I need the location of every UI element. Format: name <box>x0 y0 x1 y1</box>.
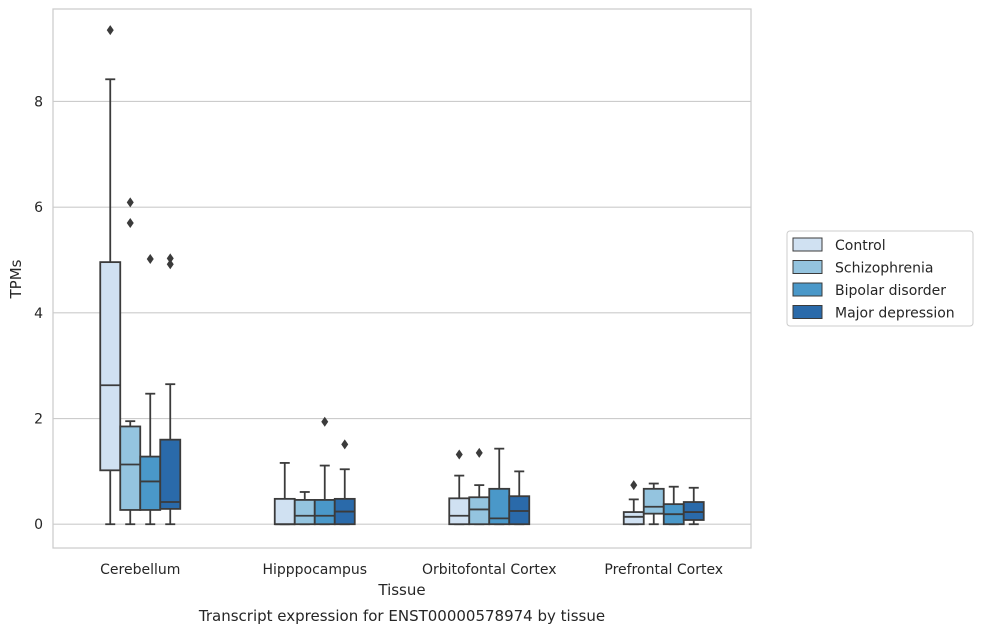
box-iqr <box>622 511 645 526</box>
box-iqr <box>139 455 162 511</box>
box-iqr <box>642 487 665 515</box>
box-schizophrenia <box>468 447 491 526</box>
box-iqr <box>99 261 122 472</box>
legend-frame <box>786 230 974 327</box>
y-tick-label: 0 <box>34 517 43 533</box>
plot-frame <box>52 8 752 549</box>
box-bipolar-disorder <box>139 253 162 526</box>
legend-swatch <box>792 305 823 319</box>
legend: Control Schizophrenia Bipolar disorder Majo… <box>786 230 974 327</box>
box-iqr <box>682 501 705 521</box>
outlier-point <box>321 416 329 427</box>
outlier-point <box>475 447 483 458</box>
y-tick-label: 6 <box>34 200 43 216</box>
box-major-depression <box>682 486 705 526</box>
x-tick-label: Hipppocampus <box>262 562 367 578</box>
box-iqr <box>293 499 316 526</box>
box-schizophrenia <box>293 491 316 526</box>
box-schizophrenia <box>642 482 665 526</box>
box-major-depression <box>333 439 356 526</box>
outlier-point <box>630 480 638 491</box>
box-control <box>622 480 645 526</box>
box-iqr <box>273 497 296 526</box>
x-tick-label: Orbitofontal Cortex <box>422 562 557 578</box>
legend-swatch <box>792 237 823 252</box>
outlier-point <box>455 449 463 460</box>
box-major-depression <box>508 470 531 526</box>
x-tick-label: Prefrontal Cortex <box>604 562 723 578</box>
y-tick-label: 8 <box>34 94 43 110</box>
outlier-point <box>166 259 174 270</box>
box-major-depression <box>159 253 182 526</box>
y-tick-label: 2 <box>34 412 43 428</box>
x-tick-labels: Cerebellum Hipppocampus Orbitofontal Corte… <box>100 562 723 578</box>
legend-swatch <box>792 282 823 297</box>
box-bipolar-disorder <box>313 416 336 526</box>
box-bipolar-disorder <box>662 485 685 526</box>
x-axis-label: Tissue <box>377 581 425 599</box>
outlier-point <box>166 253 174 264</box>
legend-entry: Schizophrenia <box>835 261 933 277</box>
box-iqr <box>313 499 336 526</box>
box-control <box>448 449 471 526</box>
outlier-point <box>146 253 154 264</box>
box-control <box>273 462 296 526</box>
x-tick-label: Cerebellum <box>100 562 180 578</box>
box-control <box>99 25 122 526</box>
legend-entry: Bipolar disorder <box>835 283 946 299</box>
legend-entry: Major depression <box>835 306 955 322</box>
box-iqr <box>119 425 142 511</box>
y-tick-label: 4 <box>34 306 43 322</box>
boxes <box>99 25 705 526</box>
y-tick-labels: 0 2 4 6 8 <box>34 94 43 533</box>
outlier-point <box>341 439 349 450</box>
box-schizophrenia <box>119 197 142 526</box>
legend-entry: Control <box>835 238 886 254</box>
box-iqr <box>468 496 491 526</box>
box-bipolar-disorder <box>488 447 511 526</box>
box-iqr <box>448 497 471 526</box>
outlier-point <box>126 197 134 208</box>
outlier-point <box>126 218 134 229</box>
chart-caption: Transcript expression for ENST0000057897… <box>198 607 605 625</box>
legend-swatch <box>792 260 823 274</box>
outlier-point <box>106 25 114 36</box>
y-axis-label: TPMs <box>7 259 25 299</box>
box-iqr <box>159 438 182 510</box>
